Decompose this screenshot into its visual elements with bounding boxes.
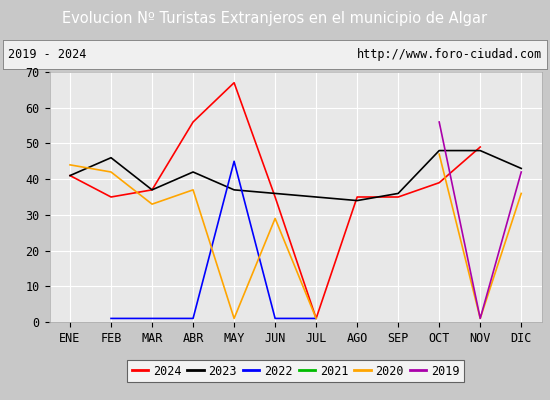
Text: 2019 - 2024: 2019 - 2024 <box>8 48 86 61</box>
Text: Evolucion Nº Turistas Extranjeros en el municipio de Algar: Evolucion Nº Turistas Extranjeros en el … <box>63 12 487 26</box>
Legend: 2024, 2023, 2022, 2021, 2020, 2019: 2024, 2023, 2022, 2021, 2020, 2019 <box>127 360 464 382</box>
Text: http://www.foro-ciudad.com: http://www.foro-ciudad.com <box>356 48 542 61</box>
